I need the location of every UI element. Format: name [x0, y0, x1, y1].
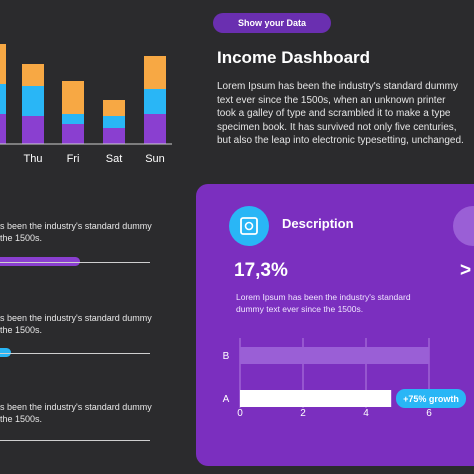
bar-thu-seg-2 — [22, 64, 44, 86]
row-2-track — [0, 353, 150, 354]
hbar-a — [240, 390, 392, 407]
safe-icon — [229, 206, 269, 246]
row-2-text: s been the industry's standard dummy the… — [0, 313, 152, 335]
big-value: 17,3% — [234, 260, 288, 281]
bar-fri-seg-2 — [62, 81, 84, 114]
growth-annotation: +75% growth — [403, 394, 459, 404]
bar-d-seg-2 — [0, 44, 6, 84]
x-tick-label: 0 — [237, 408, 243, 418]
y-tick-label: A — [223, 394, 230, 405]
bar-sat-seg-0 — [103, 128, 125, 144]
x-tick-label: Fri — [67, 153, 80, 165]
intro-text: Lorem Ipsum has been the industry's stan… — [217, 81, 464, 146]
bar-thu-seg-0 — [22, 116, 44, 144]
bar-sun-seg-1 — [144, 89, 166, 114]
bar-sat-seg-1 — [103, 116, 125, 128]
hbar-b — [240, 347, 429, 364]
page-title: Income Dashboard — [217, 48, 371, 67]
bar-fri-seg-0 — [62, 124, 84, 144]
bar-thu-seg-1 — [22, 86, 44, 116]
row-1-progress — [0, 257, 80, 266]
row-1-track — [0, 262, 150, 263]
big-value-2: > — [460, 260, 472, 281]
row-2-progress — [0, 348, 11, 357]
x-tick-label: 2 — [300, 408, 306, 418]
growth-hbar-chart: 0 2 4 6 A B +75% growth — [223, 338, 466, 418]
safe-icon-secondary — [453, 206, 474, 246]
x-tick-label: Sun — [145, 153, 165, 165]
bar-sun-seg-0 — [144, 114, 166, 144]
bar-fri-seg-1 — [62, 114, 84, 124]
row-3-text: s been the industry's standard dummy the… — [0, 402, 152, 424]
y-tick-label: B — [223, 351, 230, 362]
description-card: Description 17,3% > Lorem Ipsum has been… — [196, 184, 474, 466]
weekly-bar-chart: dThuFriSatSun — [0, 44, 172, 165]
row-3-track — [0, 440, 150, 441]
x-tick-label: 6 — [426, 408, 432, 418]
x-tick-label: Thu — [24, 153, 43, 165]
card-title: Description — [282, 216, 354, 231]
show-data-tag[interactable]: Show your Data — [213, 13, 331, 33]
bar-sun-seg-2 — [144, 56, 166, 89]
x-tick-label: Sat — [106, 153, 123, 165]
x-tick-label: 4 — [363, 408, 369, 418]
bar-d-seg-0 — [0, 114, 6, 144]
card-text: Lorem Ipsum has been the industry's stan… — [236, 292, 411, 314]
growth-annotation-pill — [396, 389, 466, 408]
row-1-text: s been the industry's standard dummy the… — [0, 221, 152, 243]
bar-d-seg-1 — [0, 84, 6, 114]
bar-sat-seg-2 — [103, 100, 125, 116]
